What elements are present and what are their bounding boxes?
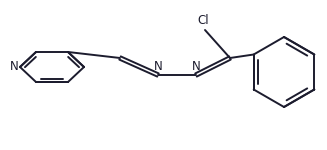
Text: N: N <box>9 60 18 74</box>
Text: N: N <box>154 60 163 72</box>
Text: N: N <box>192 60 200 72</box>
Text: Cl: Cl <box>197 14 209 27</box>
